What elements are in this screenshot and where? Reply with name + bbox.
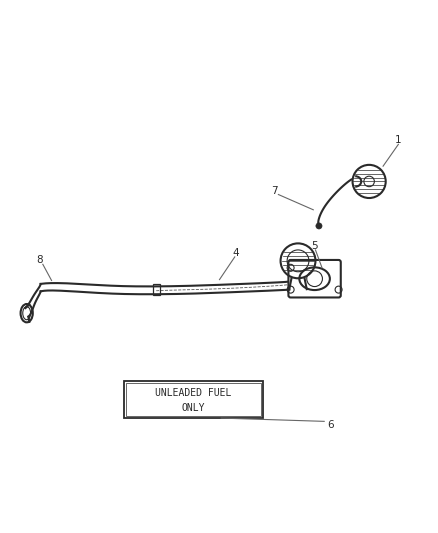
Text: ONLY: ONLY xyxy=(181,403,205,413)
Bar xyxy=(152,285,159,295)
Bar xyxy=(126,383,260,416)
Bar xyxy=(123,381,262,418)
Text: 8: 8 xyxy=(36,255,43,265)
Text: 6: 6 xyxy=(327,420,333,430)
Text: 1: 1 xyxy=(394,135,401,145)
Text: 5: 5 xyxy=(311,241,317,252)
Text: 7: 7 xyxy=(271,186,278,196)
Text: 4: 4 xyxy=(232,248,239,259)
Text: UNLEADED FUEL: UNLEADED FUEL xyxy=(155,388,231,398)
Circle shape xyxy=(315,223,321,229)
